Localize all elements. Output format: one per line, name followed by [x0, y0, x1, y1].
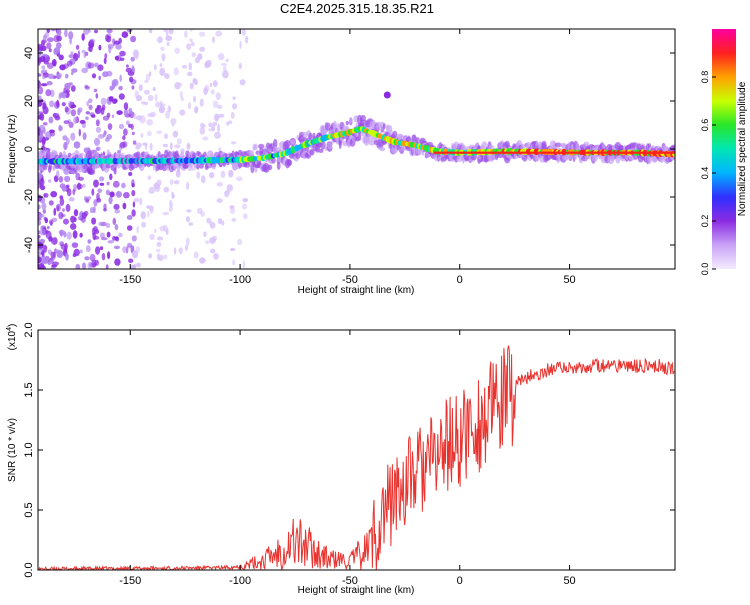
- snr-axes: -150 -100 -50 0 50 0.0 0.5 1.0 1.5 2.0: [23, 322, 675, 587]
- x-tick-label: -150: [119, 575, 141, 587]
- chart-title: C2E4.2025.315.18.35.R21: [280, 1, 434, 16]
- y-tick-label: 20: [23, 95, 35, 107]
- colorbar-tick-label: 0.2: [700, 215, 710, 228]
- spectrogram-marks: [38, 29, 675, 269]
- x-tick-label: -50: [342, 575, 358, 587]
- y-tick-label: 2.0: [23, 322, 35, 337]
- ridge-halo: [38, 114, 675, 174]
- snr-series-line: [38, 345, 675, 570]
- snr-x-label: Height of straight line (km): [298, 585, 415, 596]
- y-tick-label: 1.0: [23, 442, 35, 457]
- x-tick-label: 50: [563, 575, 575, 587]
- colorbar-label: Normalized spectral amplitude: [737, 81, 748, 216]
- snr-y-label: SNR (10 * v/v): [7, 418, 18, 482]
- x-tick-label: -150: [119, 274, 141, 286]
- x-tick-label: -100: [229, 274, 251, 286]
- y-tick-label: 0.5: [23, 502, 35, 517]
- y-tick-label: 0.0: [23, 562, 35, 577]
- colorbar-tick-label: 0.4: [700, 167, 710, 180]
- y-tick-label: 1.5: [23, 382, 35, 397]
- y-tick-label: -40: [23, 237, 35, 253]
- colorbar-tick-label: 0.8: [700, 71, 710, 84]
- colorbar: [712, 29, 736, 269]
- x-tick-label: -50: [342, 274, 358, 286]
- y-tick-label: 0: [23, 146, 35, 152]
- spectrogram-axes: -150 -100 -50 0 50 -40 -20 0 20 40: [23, 29, 675, 286]
- x-tick-label: 0: [457, 274, 463, 286]
- spectrogram-y-label: Frequency (Hz): [7, 115, 18, 184]
- x-tick-label: 50: [563, 274, 575, 286]
- spectrogram-x-label: Height of straight line (km): [298, 285, 415, 296]
- colorbar-tick-label: 0.6: [700, 119, 710, 132]
- noise-speckle: [38, 29, 249, 269]
- x-tick-label: 0: [457, 575, 463, 587]
- y-tick-label: 40: [23, 47, 35, 59]
- snr-marks: [38, 345, 675, 570]
- isolated-echo: [383, 91, 391, 99]
- colorbar-tick-label: 0.0: [700, 263, 710, 276]
- y-tick-label: -20: [23, 189, 35, 205]
- ridge-peak-stripe: [433, 151, 675, 154]
- x-tick-label: -100: [229, 575, 251, 587]
- colorbar-ticks: 0.0 0.2 0.4 0.6 0.8: [700, 71, 716, 276]
- snr-y-multiplier: (x104): [6, 324, 18, 351]
